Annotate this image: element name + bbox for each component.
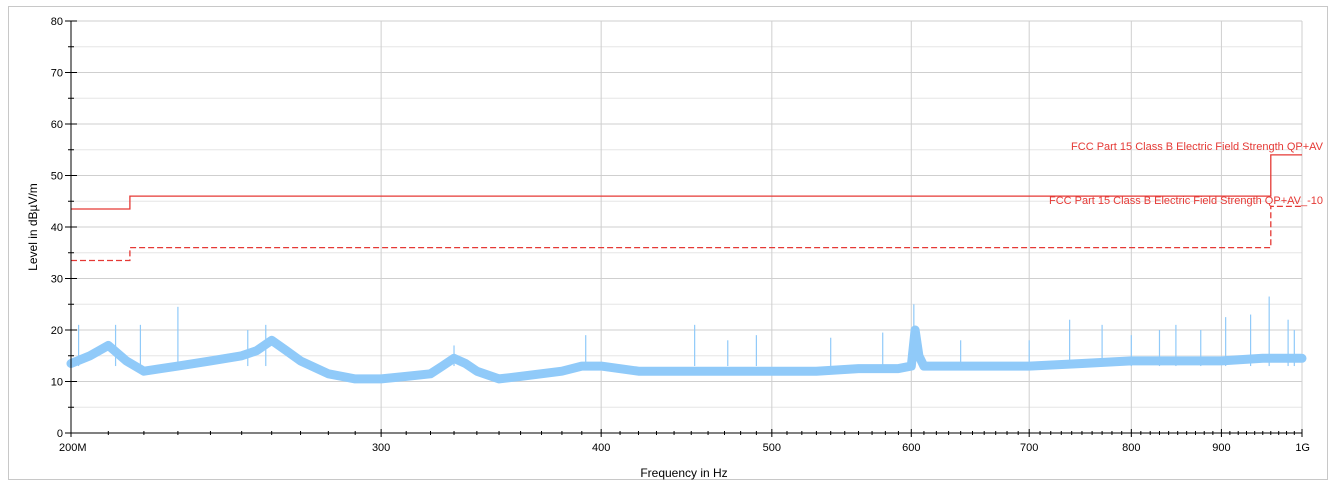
limit-label-qpav-minus10: FCC Part 15 Class B Electric Field Stren… [1049,195,1323,207]
x-tick-label: 200M [59,442,87,454]
x-tick-label: 800 [1122,442,1140,454]
x-tick-label: 500 [763,442,781,454]
tick-labels: 0 10 20 30 40 50 60 70 80 200M 300 400 500 600 700 800 9… [51,16,1310,454]
y-tick-label: 50 [51,171,63,183]
x-tick-label: 300 [372,442,390,454]
x-tick-label: 700 [1020,442,1038,454]
series-layer [66,154,1307,384]
limit-line-qpav [71,154,1302,210]
x-tick-label: 1G [1295,442,1310,454]
y-tick-label: 70 [51,68,63,80]
x-tick-label: 600 [902,442,920,454]
y-axis-title: Level in dBµV/m [26,183,40,271]
limit-label-qpav: FCC Part 15 Class B Electric Field Stren… [1071,141,1324,153]
y-tick-label: 10 [51,377,63,389]
x-tick-label: 900 [1212,442,1230,454]
x-tick-label: 400 [592,442,610,454]
y-tick-label: 60 [51,119,63,131]
chart-frame: 0 10 20 30 40 50 60 70 80 200M 300 400 500 600 700 800 9… [8,6,1328,480]
y-tick-label: 20 [51,325,63,337]
y-tick-label: 40 [51,222,63,234]
measurement-trace [66,325,1307,384]
annotations: FCC Part 15 Class B Electric Field Stren… [1049,141,1324,207]
limit-line-qpav-minus10 [71,205,1302,262]
x-axis-title: Frequency in Hz [640,466,727,480]
emission-spectrum-chart: 0 10 20 30 40 50 60 70 80 200M 300 400 500 600 700 800 9… [26,16,1324,480]
axes [70,21,1302,434]
y-tick-label: 30 [51,274,63,286]
y-tick-label: 0 [57,428,63,440]
y-tick-label: 80 [51,16,63,28]
